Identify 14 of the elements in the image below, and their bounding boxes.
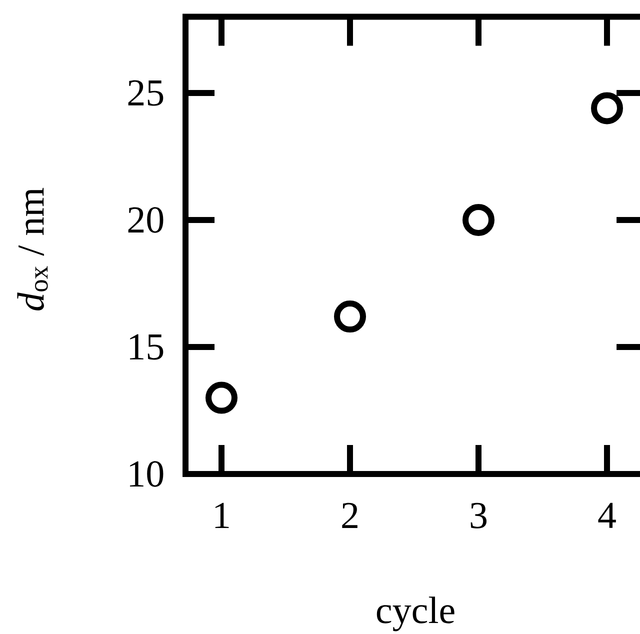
x-axis-title: cycle [376,596,454,632]
x-tick-label: 2 [342,502,358,528]
point [206,382,238,414]
x-tick-label: 1 [215,502,229,528]
y-tick-label: 10 [130,461,164,487]
point [462,204,494,236]
x-tick-label: 3 [470,502,487,528]
y-axis-title: d$_{ox}$ / nm [17,188,48,310]
x-tick-label: 4 [598,502,616,528]
y-tick-label: 20 [128,207,164,233]
point [591,92,623,124]
point [334,300,366,333]
y-tick-label: 25 [128,80,164,106]
y-tick-label: 15 [130,334,164,360]
